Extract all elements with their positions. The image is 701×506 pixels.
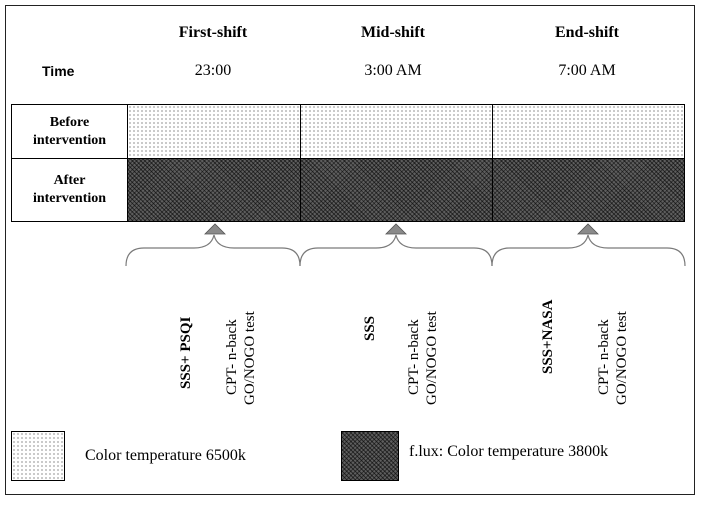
brace-first-shift [125, 234, 301, 267]
measure-primary-mid-shift: SSS [362, 315, 378, 341]
header-first-shift: First-shift [178, 24, 248, 41]
measure-test-end-shift-2: GO/NOGO test [614, 311, 630, 405]
header-mid-shift: Mid-shift [361, 24, 425, 41]
row-label-before-line2: intervention [32, 132, 107, 148]
marker-triangle-end-shift [577, 223, 599, 235]
time-first-shift: 23:00 [194, 62, 232, 79]
diagram-frame [5, 5, 695, 495]
marker-triangle-first-shift [204, 223, 226, 235]
brace-mid-shift [299, 234, 493, 267]
legend-swatch-dark [341, 431, 399, 481]
grid-divider-2 [492, 104, 493, 222]
time-end-shift: 7:00 AM [558, 62, 616, 79]
measure-test-first-shift-2: GO/NOGO test [242, 311, 258, 405]
brace-end-shift [491, 234, 686, 267]
measure-test-first-shift-1: CPT- n-back [224, 319, 240, 395]
header-end-shift: End-shift [554, 24, 620, 41]
legend-label-dark: f.lux: Color temperature 3800k [409, 443, 609, 460]
measure-test-end-shift-1: CPT- n-back [596, 319, 612, 395]
time-label: Time [42, 63, 75, 79]
measure-primary-first-shift: SSS+ PSQI [178, 316, 194, 389]
legend-label-light: Color temperature 6500k [85, 447, 246, 464]
grid-divider-1 [300, 104, 301, 222]
row-label-after-line1: After [53, 173, 86, 188]
row-label-before-line1: Before [49, 114, 90, 130]
after-intervention-band [127, 158, 685, 222]
measure-primary-end-shift: SSS+NASA [540, 299, 556, 374]
measure-test-mid-shift-1: CPT- n-back [406, 319, 422, 395]
marker-triangle-mid-shift [385, 223, 407, 235]
before-intervention-band [127, 104, 685, 159]
time-mid-shift: 3:00 AM [364, 62, 422, 79]
legend-swatch-light [11, 431, 65, 481]
row-label-after-line2: intervention [32, 191, 107, 206]
measure-test-mid-shift-2: GO/NOGO test [424, 311, 440, 405]
